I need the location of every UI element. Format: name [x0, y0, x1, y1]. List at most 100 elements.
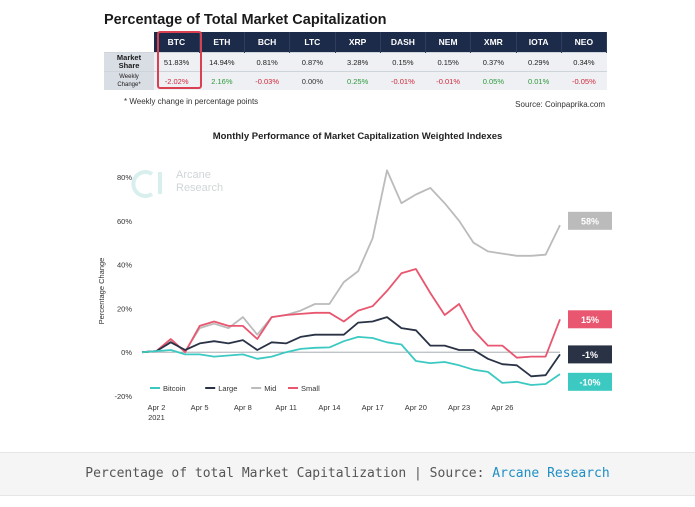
- table-row: Market Share 51.83% 14.94% 0.81% 0.87% 3.28% 0.…: [104, 52, 607, 72]
- x-tick-label: Apr 23: [448, 403, 470, 412]
- legend-item-large: Large: [205, 384, 237, 393]
- row-sublabel: Share: [118, 61, 140, 70]
- legend-label: Large: [218, 384, 237, 393]
- end-label-box: [568, 310, 612, 329]
- table-cell: -0.05%: [561, 71, 607, 90]
- table-cell: -0.01%: [380, 71, 426, 90]
- legend-label: Mid: [264, 384, 276, 393]
- table-footnote: * Weekly change in percentage points: [124, 97, 259, 106]
- x-year-label: 2021: [148, 413, 165, 422]
- table-cell: 2.16%: [199, 71, 245, 90]
- y-tick-label: -20%: [114, 392, 132, 401]
- series-line-large: [141, 316, 561, 378]
- table-corner: [104, 32, 154, 53]
- table-cell: 14.94%: [199, 52, 245, 72]
- row-header: Weekly Change*: [104, 71, 154, 90]
- end-label-box: [568, 345, 612, 364]
- column-header-nem: NEM: [425, 32, 472, 53]
- table-row: Weekly Change* -2.02% 2.16% -0.03% 0.00% 0.25%…: [104, 71, 607, 90]
- y-tick-label: 20%: [117, 304, 132, 313]
- table-cell: 0.34%: [561, 52, 607, 72]
- table-cell: 3.28%: [335, 52, 381, 72]
- column-header-neo: NEO: [561, 32, 608, 53]
- x-tick-label: Apr 11: [275, 403, 297, 412]
- end-label-text: 15%: [581, 315, 599, 325]
- row-label: Weekly: [119, 74, 139, 80]
- caption-text: Percentage of total Market Capitalizatio…: [85, 466, 493, 481]
- table-cell: 0.15%: [380, 52, 426, 72]
- row-header: Market Share: [104, 52, 154, 72]
- table-body: Market Share 51.83% 14.94% 0.81% 0.87% 3.28% 0.…: [104, 52, 607, 90]
- y-tick-label: 0%: [121, 348, 132, 357]
- table-cell: 0.25%: [335, 71, 381, 90]
- table-cell: -0.03%: [244, 71, 290, 90]
- column-header-eth: ETH: [199, 32, 246, 53]
- end-label-small: 15%: [568, 310, 612, 329]
- x-tick-label: Apr 2: [147, 403, 165, 412]
- watermark-line1: Arcane: [176, 169, 211, 181]
- legend-label: Small: [301, 384, 320, 393]
- y-tick-label: 80%: [117, 173, 132, 182]
- figure-caption: Percentage of total Market Capitalizatio…: [0, 466, 695, 481]
- end-label-box: [568, 211, 612, 230]
- column-header-iota: IOTA: [516, 32, 562, 53]
- series-line-bitcoin: [141, 335, 561, 386]
- y-axis-label: Percentage Change: [97, 258, 106, 325]
- caption-bar: Percentage of total Market Capitalizatio…: [0, 452, 695, 496]
- table-cell: -0.01%: [425, 71, 471, 90]
- legend-label: Bitcoin: [163, 384, 186, 393]
- caption-source-link[interactable]: Arcane Research: [492, 466, 610, 481]
- end-label-large: -1%: [568, 345, 612, 364]
- x-tick-label: Apr 17: [362, 403, 384, 412]
- arcane-logo-bar: [158, 172, 162, 194]
- legend-item-small: Small: [288, 384, 320, 393]
- end-label-text: 58%: [581, 216, 599, 226]
- x-tick-label: Apr 20: [405, 403, 427, 412]
- table-cell: 0.00%: [289, 71, 335, 90]
- table-header-row: BTC ETH BCH LTC XRP DASH NEM XMR IOTA NEO: [104, 32, 608, 53]
- table-cell: 0.15%: [425, 52, 471, 72]
- table-cell: 51.83%: [154, 52, 200, 72]
- table-title: Percentage of Total Market Capitalizatio…: [104, 12, 387, 28]
- chart-legend: Bitcoin Large Mid Small: [150, 384, 320, 393]
- table-cell: 0.05%: [470, 71, 516, 90]
- market-cap-table: BTC ETH BCH LTC XRP DASH NEM XMR IOTA NEO Market S…: [104, 32, 608, 90]
- x-tick-label: Apr 8: [234, 403, 252, 412]
- table-cell: 0.01%: [516, 71, 562, 90]
- x-tick-label: Apr 5: [191, 403, 209, 412]
- table-cell: 0.81%: [244, 52, 290, 72]
- column-header-bch: BCH: [244, 32, 291, 53]
- row-label: Market: [116, 53, 142, 62]
- chart-title: Monthly Performance of Market Capitaliza…: [212, 131, 503, 142]
- btc-highlight-box: [157, 31, 202, 89]
- end-label-text: -1%: [582, 350, 598, 360]
- legend-item-bitcoin: Bitcoin: [150, 384, 186, 393]
- legend-item-mid: Mid: [251, 384, 276, 393]
- end-label-mid: 58%: [568, 211, 612, 230]
- table-cell: 0.37%: [470, 52, 516, 72]
- table-cell: 0.29%: [516, 52, 562, 72]
- end-label-bitcoin: -10%: [568, 372, 612, 391]
- column-header-xmr: XMR: [470, 32, 517, 53]
- column-header-xrp: XRP: [335, 32, 381, 53]
- y-tick-label: 60%: [117, 217, 132, 226]
- table-cell: 0.87%: [289, 52, 335, 72]
- column-header-btc: BTC: [154, 32, 200, 53]
- x-tick-label: Apr 14: [318, 403, 340, 412]
- column-header-dash: DASH: [380, 32, 427, 53]
- series-line-small: [141, 268, 561, 359]
- table-source: Source: Coinpaprika.com: [515, 100, 605, 109]
- column-header-ltc: LTC: [289, 32, 336, 53]
- chart-figure: Percentage of Total Market Capitalizatio…: [90, 0, 625, 430]
- arcane-logo-icon: [131, 170, 154, 198]
- watermark-line2: Research: [176, 182, 223, 194]
- series-line-mid: [141, 169, 561, 354]
- table-cell: -2.02%: [154, 71, 200, 90]
- y-tick-label: 40%: [117, 261, 132, 270]
- row-sublabel: Change*: [117, 82, 141, 88]
- end-label-box: [568, 372, 612, 391]
- x-tick-label: Apr 26: [491, 403, 513, 412]
- end-label-text: -10%: [579, 377, 600, 387]
